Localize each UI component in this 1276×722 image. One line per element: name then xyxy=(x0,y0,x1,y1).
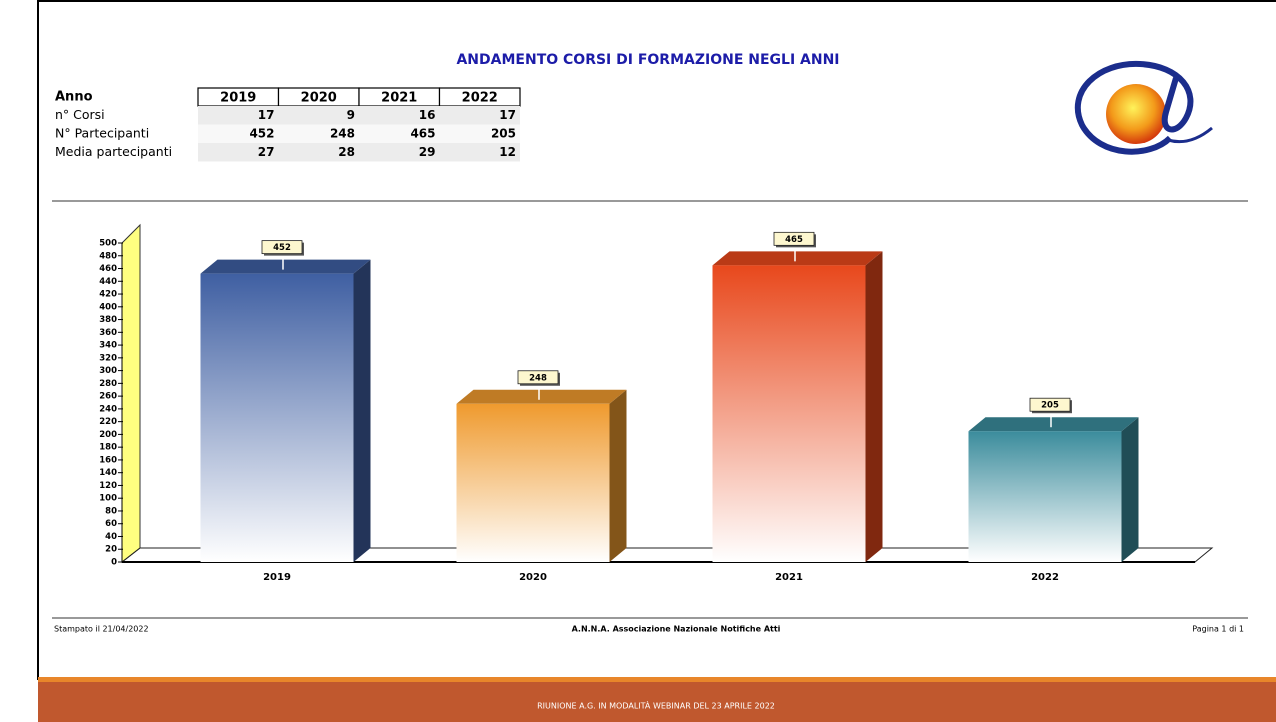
bar xyxy=(968,431,1122,562)
cell-value: 17 xyxy=(499,108,516,122)
label-box xyxy=(261,240,303,255)
label-box xyxy=(1029,397,1071,412)
y-tick-label: 200 xyxy=(99,430,117,440)
y-tick-label: 500 xyxy=(99,239,117,249)
y-tick-label: 400 xyxy=(99,302,117,312)
cell-value: 465 xyxy=(410,127,435,141)
y-tick-label: 320 xyxy=(99,353,117,363)
label-box xyxy=(517,370,559,385)
chart-wall xyxy=(121,223,141,564)
bar-top xyxy=(712,251,883,266)
x-tick-label: 2021 xyxy=(775,572,803,583)
logo-tail xyxy=(1167,126,1213,144)
cell-value: 12 xyxy=(499,145,516,159)
row-label: Media partecipanti xyxy=(55,144,172,159)
print-date: Stampato il 21/04/2022 xyxy=(54,625,149,634)
value-label: 465 xyxy=(785,235,803,245)
y-tick-label: 20 xyxy=(105,545,117,555)
y-tick-label: 40 xyxy=(105,532,117,542)
y-tick-label: 380 xyxy=(99,315,117,325)
row-background xyxy=(198,143,520,162)
y-tick-label: 280 xyxy=(99,379,117,389)
header-year: 2020 xyxy=(301,91,337,106)
row-label: N° Partecipanti xyxy=(55,126,149,141)
y-tick-label: 480 xyxy=(99,251,117,261)
y-tick-label: 240 xyxy=(99,404,117,414)
bar-top xyxy=(456,389,627,404)
chart: 0 20 40 60 80 100 120 140 160 180 200 220 240 260 280 3… xyxy=(99,231,1139,583)
bar-side xyxy=(353,259,371,562)
logo xyxy=(1074,60,1213,155)
bar xyxy=(200,273,354,562)
x-tick-label: 2020 xyxy=(519,572,547,583)
banner-strip xyxy=(38,677,1276,682)
summary-table: Anno 2019 2020 2021 2022 n° Corsi 17 9 16 17 N° Pa… xyxy=(55,87,521,162)
cell-value: 9 xyxy=(347,108,355,122)
y-tick-label: 160 xyxy=(99,455,117,465)
x-tick-label: 2019 xyxy=(263,572,291,583)
bar-side xyxy=(1121,417,1139,562)
row-label: n° Corsi xyxy=(55,107,105,122)
banner xyxy=(38,682,1276,722)
bar-side xyxy=(865,251,883,562)
bar xyxy=(712,265,866,562)
cell-value: 16 xyxy=(419,108,436,122)
bar xyxy=(456,403,610,562)
y-tick-label: 140 xyxy=(99,468,117,478)
y-tick-label: 300 xyxy=(99,366,117,376)
row-background xyxy=(198,106,520,125)
y-tick-label: 460 xyxy=(99,264,117,274)
y-tick-label: 80 xyxy=(105,506,117,516)
organization: A.N.N.A. Associazione Nazionale Notifich… xyxy=(572,625,781,634)
logo-ring xyxy=(1074,60,1194,155)
cell-value: 17 xyxy=(258,108,275,122)
value-label: 205 xyxy=(1041,401,1059,411)
bar-top xyxy=(200,259,371,274)
cell-value: 248 xyxy=(330,127,355,141)
row-background xyxy=(198,124,520,143)
y-tick-label: 60 xyxy=(105,519,117,529)
header-year: 2022 xyxy=(462,91,498,106)
y-tick-label: 440 xyxy=(99,277,117,287)
y-tick-label: 100 xyxy=(99,494,117,504)
header-year: 2021 xyxy=(381,91,417,106)
report-title: ANDAMENTO CORSI DI FORMAZIONE NEGLI ANNI xyxy=(456,52,839,68)
x-tick-label: 2022 xyxy=(1031,572,1059,583)
bar-top xyxy=(968,417,1139,432)
cell-value: 452 xyxy=(249,127,274,141)
y-tick-label: 260 xyxy=(99,392,117,402)
y-tick-label: 220 xyxy=(99,417,117,427)
y-tick-label: 420 xyxy=(99,290,117,300)
logo-ball xyxy=(1106,84,1166,144)
table-header-label: Anno xyxy=(55,90,93,105)
header-year: 2019 xyxy=(220,91,256,106)
value-label: 452 xyxy=(273,243,291,253)
cell-value: 29 xyxy=(419,145,436,159)
y-tick-label: 360 xyxy=(99,328,117,338)
cell-value: 28 xyxy=(338,145,355,159)
page-number: Pagina 1 di 1 xyxy=(1192,625,1244,634)
y-tick-label: 120 xyxy=(99,481,117,491)
y-tick-label: 180 xyxy=(99,443,117,453)
banner-text: RIUNIONE A.G. IN MODALITÀ WEBINAR DEL 23… xyxy=(537,700,775,711)
cell-value: 27 xyxy=(258,145,275,159)
label-box xyxy=(773,231,815,246)
y-tick-label: 0 xyxy=(111,558,117,568)
y-tick-label: 340 xyxy=(99,341,117,351)
bar-side xyxy=(609,389,627,562)
value-label: 248 xyxy=(529,373,547,383)
cell-value: 205 xyxy=(491,127,516,141)
